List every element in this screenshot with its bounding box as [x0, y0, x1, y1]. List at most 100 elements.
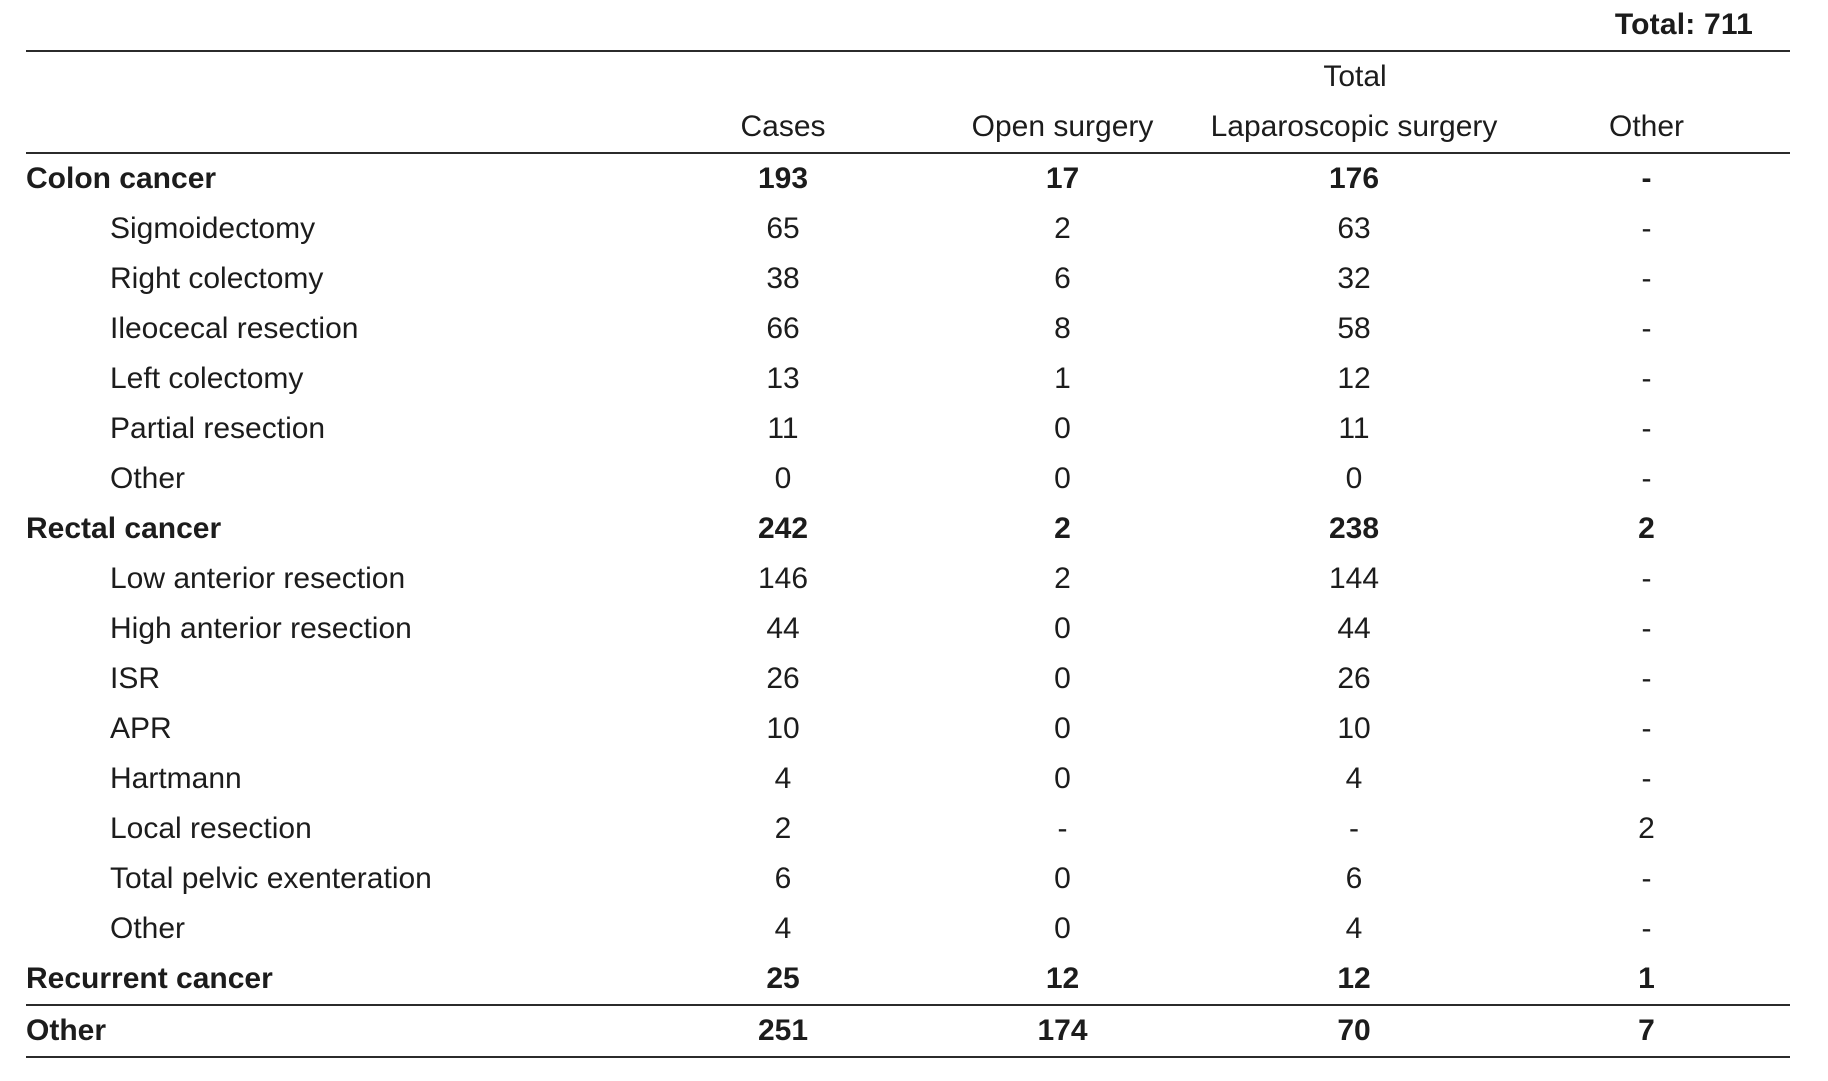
cell-value: 6 — [1345, 862, 1363, 895]
table-row: Other 0 0 0 - — [26, 454, 1790, 504]
cell-value: 0 — [774, 462, 792, 495]
cell-value: - — [1641, 862, 1652, 895]
grand-total-label: Total: 711 — [1614, 8, 1753, 41]
table-row: Other 4 0 4 - — [26, 904, 1790, 954]
column-header-open-surgery: Open surgery — [920, 102, 1205, 154]
cell-value: 4 — [774, 762, 792, 795]
cell-value: - — [1641, 412, 1652, 445]
column-header-laparoscopic-surgery: Laparoscopic surgery — [1205, 102, 1503, 154]
group-header-spacer — [26, 51, 646, 102]
table-row: Total pelvic exenteration 6 0 6 - — [26, 854, 1790, 904]
cell-value: 2 — [1054, 212, 1071, 245]
table-wrapper: Total: 711 Total Cases Open surgery Laparo… — [26, 0, 1790, 1058]
table-row: Hartmann 4 0 4 - — [26, 754, 1790, 804]
cell-value: 2 — [1054, 562, 1071, 595]
cell-value: - — [1641, 662, 1652, 695]
procedure-label: Other — [110, 912, 186, 945]
cell-value: 4 — [774, 912, 792, 945]
procedure-label: ISR — [110, 662, 161, 695]
cell-value: 0 — [1054, 712, 1071, 745]
cell-value: 1 — [1054, 362, 1071, 395]
cell-value: - — [1641, 762, 1652, 795]
procedure-label: Partial resection — [110, 412, 326, 445]
cell-value: 146 — [757, 562, 809, 595]
cell-value: 0 — [1054, 662, 1071, 695]
cell-value: 2 — [1054, 512, 1071, 545]
cell-value: - — [1641, 212, 1652, 245]
cell-value: 0 — [1345, 462, 1363, 495]
cell-value: - — [1641, 562, 1652, 595]
cell-value: 11 — [1338, 412, 1370, 445]
table-row: Colon cancer 193 17 176 - — [26, 153, 1790, 204]
surgical-procedures-table: Total Cases Open surgery Laparoscopic surg… — [26, 50, 1790, 1058]
cell-value: 17 — [1045, 162, 1080, 195]
cell-value: 13 — [766, 362, 800, 395]
procedure-label: Sigmoidectomy — [110, 212, 316, 245]
cell-value: 1 — [1638, 962, 1655, 995]
cell-value: 2 — [1638, 512, 1655, 545]
column-header-other: Other — [1503, 102, 1790, 154]
table-row: Low anterior resection 146 2 144 - — [26, 554, 1790, 604]
cell-value: 2 — [1638, 812, 1655, 845]
cell-value: - — [1641, 262, 1652, 295]
cell-value: 12 — [1045, 962, 1080, 995]
cell-value: 251 — [646, 1004, 920, 1057]
cell-value: - — [1641, 912, 1652, 945]
cell-value: 0 — [1054, 412, 1071, 445]
cell-value: - — [1641, 712, 1652, 745]
cell-value: 4 — [1345, 912, 1363, 945]
cell-value: 44 — [766, 612, 800, 645]
table-row: APR 10 0 10 - — [26, 704, 1790, 754]
cell-value: - — [1641, 312, 1652, 345]
cell-value: 0 — [1054, 912, 1071, 945]
table-row: Other 251 174 70 7 — [26, 1004, 1790, 1057]
cell-value: 26 — [1337, 662, 1371, 695]
cell-value: 58 — [1337, 312, 1371, 345]
cell-value: - — [1349, 812, 1359, 845]
procedure-label: Right colectomy — [110, 262, 324, 295]
cell-value: 38 — [766, 262, 800, 295]
procedure-label: Hartmann — [110, 762, 242, 795]
cell-value: 174 — [920, 1004, 1205, 1057]
cell-value: 6 — [1054, 262, 1071, 295]
table-row: Sigmoidectomy 65 2 63 - — [26, 204, 1790, 254]
procedure-label: Local resection — [110, 812, 312, 845]
cell-value: 44 — [1337, 612, 1371, 645]
cell-value: - — [1641, 162, 1652, 195]
cell-value: 7 — [1503, 1004, 1790, 1057]
column-header-row: Cases Open surgery Laparoscopic surgery Oth… — [26, 102, 1790, 154]
cell-value: 0 — [1054, 612, 1071, 645]
table-row: Recurrent cancer 25 12 12 1 — [26, 954, 1790, 1005]
cell-value: - — [1057, 812, 1068, 845]
group-header-total: Total — [1323, 60, 1387, 93]
procedure-label: Other — [110, 462, 186, 495]
cell-value: 8 — [1054, 312, 1071, 345]
cell-value: 10 — [766, 712, 800, 745]
category-label: Rectal cancer — [26, 512, 222, 545]
cell-value: 193 — [757, 162, 809, 195]
cell-value: 12 — [1337, 362, 1371, 395]
cell-value: 10 — [1337, 712, 1371, 745]
cell-value: 26 — [766, 662, 800, 695]
category-label: Other — [26, 1004, 646, 1057]
cell-value: 242 — [757, 512, 809, 545]
cell-value: 144 — [1328, 562, 1380, 595]
label-column-header — [26, 102, 646, 154]
cell-value: 4 — [1345, 762, 1363, 795]
cell-value: 70 — [1205, 1004, 1503, 1057]
cell-value: - — [1641, 612, 1652, 645]
cell-value: 65 — [766, 212, 800, 245]
cell-value: 238 — [1328, 512, 1380, 545]
procedure-label: Left colectomy — [110, 362, 304, 395]
procedure-label: APR — [110, 712, 172, 745]
procedure-label: High anterior resection — [110, 612, 412, 645]
cell-value: 0 — [1054, 462, 1071, 495]
table-row: High anterior resection 44 0 44 - — [26, 604, 1790, 654]
cell-value: 11 — [767, 412, 799, 445]
cell-value: 0 — [1054, 862, 1071, 895]
cell-value: 25 — [766, 962, 800, 995]
cell-value: 63 — [1337, 212, 1371, 245]
group-header-spacer — [646, 51, 920, 102]
table-row: Right colectomy 38 6 32 - — [26, 254, 1790, 304]
